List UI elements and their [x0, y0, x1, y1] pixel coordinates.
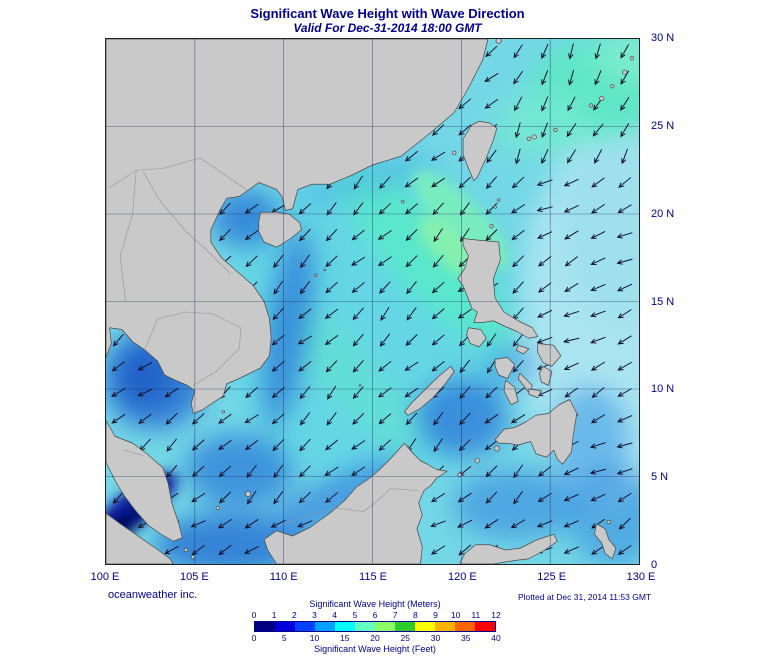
- land-taiwan: [462, 120, 498, 182]
- land-panay: [494, 357, 515, 379]
- small-islands: [183, 39, 635, 560]
- latitude-tick-label: 5 N: [651, 471, 669, 484]
- feet-tick-label: 30: [430, 633, 441, 643]
- feet-tick-label: 0: [251, 633, 257, 643]
- land-mindoro: [466, 327, 487, 348]
- colorbar-cell: [355, 622, 375, 631]
- colorbar-cell: [475, 622, 495, 631]
- colorbar-cell: [455, 622, 475, 631]
- colorbar-cell: [295, 622, 315, 631]
- latitude-tick-label: 25 N: [651, 119, 675, 132]
- longitude-tick-label: 115 E: [359, 571, 387, 583]
- meters-tick-label: 11: [471, 610, 481, 620]
- land-sumatra: [106, 512, 174, 564]
- land-sulawesi: [459, 533, 558, 564]
- map-frame: [105, 38, 640, 565]
- feet-tick-label: 20: [370, 633, 380, 643]
- latitude-tick-label: 15 N: [651, 295, 675, 308]
- land-masbate: [516, 344, 530, 355]
- feet-tick-label: 40: [491, 633, 501, 643]
- plot-timestamp: Plotted at Dec 31, 2014 11:53 GMT: [518, 592, 652, 602]
- feet-tick-label: 35: [461, 633, 471, 643]
- latitude-tick-label: 0: [651, 559, 658, 571]
- longitude-tick-label: 130 E: [626, 571, 656, 583]
- colorbar-cell: [435, 622, 455, 631]
- feet-tick-label: 15: [340, 633, 350, 643]
- land-halmahera: [594, 523, 617, 560]
- feet-tick-label: 10: [309, 633, 320, 643]
- land-bohol: [528, 388, 542, 399]
- country-borders-layer: [109, 157, 419, 526]
- latitude-tick-label: 30 N: [651, 32, 675, 44]
- feet-tick-label: 5: [281, 633, 287, 643]
- meters-tick-label: 8: [412, 610, 418, 620]
- colorbar-cell: [255, 622, 275, 631]
- meters-tick-label: 4: [332, 610, 338, 620]
- colorbar-cell: [275, 622, 295, 631]
- longitude-tick-label: 100 E: [90, 571, 120, 583]
- colorbar-feet-ticks: 0 5 10 15 20 25 30 35 40: [251, 633, 501, 643]
- colorbar-cell: [395, 622, 415, 631]
- land-mindanao: [494, 399, 578, 465]
- longitude-tick-label: 105 E: [179, 571, 209, 583]
- meters-tick-label: 6: [372, 610, 378, 620]
- land-luzon: [457, 238, 539, 339]
- colorbar-meters-ticks: 0 1 2 3 4 5 6 7 8 9 10 11 12: [251, 610, 501, 620]
- meters-tick-label: 5: [352, 610, 358, 620]
- colorbar-cell: [375, 622, 395, 631]
- land-hainan: [258, 211, 302, 248]
- meters-tick-label: 10: [450, 610, 461, 620]
- land-samar: [537, 343, 562, 367]
- chart-subtitle: Valid For Dec-31-2014 18:00 GMT: [293, 21, 482, 35]
- land-asia-mainland: [106, 39, 489, 414]
- chart-title: Significant Wave Height with Wave Direct…: [250, 6, 525, 21]
- longitude-tick-label: 110 E: [269, 571, 298, 583]
- meters-tick-label: 7: [392, 610, 398, 620]
- colorbar-cell: [415, 622, 435, 631]
- meters-tick-label: 3: [312, 610, 317, 620]
- longitude-tick-label: 120 E: [447, 571, 477, 583]
- land-borneo: [263, 442, 448, 564]
- latitude-axis: 30 N 25 N 20 N 15 N 10 N 5 N 0: [651, 32, 699, 571]
- meters-tick-label: 1: [271, 610, 277, 620]
- colorbar-cell: [335, 622, 355, 631]
- latitude-tick-label: 20 N: [651, 207, 675, 220]
- feet-tick-label: 25: [400, 633, 410, 643]
- meters-tick-label: 0: [251, 610, 257, 620]
- meters-tick-label: 2: [291, 610, 297, 620]
- colorbar: [254, 621, 496, 632]
- land-palawan: [404, 365, 455, 416]
- meters-tick-label: 9: [433, 610, 438, 620]
- meters-tick-label: 12: [491, 610, 501, 620]
- longitude-tick-label: 125 E: [537, 571, 567, 583]
- graticule-layer: [106, 39, 639, 564]
- longitude-axis: 100 E 105 E 110 E 115 E 120 E 125 E 130 E: [91, 571, 656, 585]
- latitude-tick-label: 10 N: [651, 383, 675, 396]
- colorbar-feet-label: Significant Wave Height (Feet): [314, 644, 436, 654]
- colorbar-cell: [315, 622, 335, 631]
- map-canvas: [106, 39, 639, 564]
- land-layer: [106, 39, 635, 564]
- colorbar-meters-label: Significant Wave Height (Meters): [309, 599, 441, 609]
- credit-text: oceanweather inc.: [108, 589, 198, 601]
